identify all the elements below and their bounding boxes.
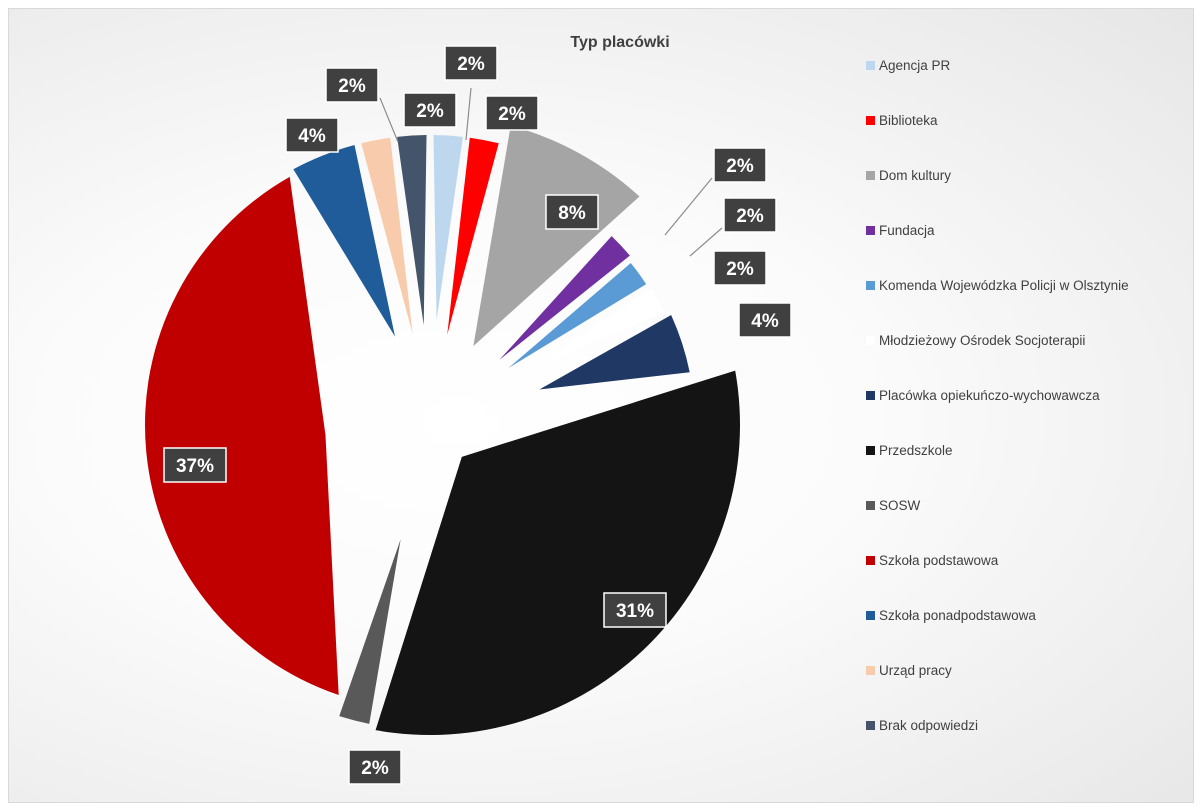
pie-slice-11: [293, 144, 396, 337]
leader-line-4: [664, 177, 713, 236]
data-label-4: 2%: [713, 147, 767, 183]
legend-label: Przedszkole: [879, 443, 953, 458]
data-label-text-9: 2%: [361, 758, 389, 779]
legend-label: Agencja PR: [879, 58, 951, 73]
legend-label: Szkoła podstawowa: [879, 553, 999, 568]
pie-slice-9: [339, 539, 401, 724]
legend-label: Komenda Wojewódzka Policji w Olsztynie: [879, 278, 1129, 293]
legend-swatch: [866, 336, 875, 345]
legend-item-5: Komenda Wojewódzka Policji w Olsztynie: [866, 278, 1129, 293]
legend-item-3: Dom kultury: [866, 168, 951, 183]
legend-label: Brak odpowiedzi: [879, 718, 979, 733]
legend-item-7: Placówka opiekuńczo-wychowawcza: [866, 388, 1100, 403]
legend-item-8: Przedszkole: [866, 443, 953, 458]
legend-swatch: [866, 556, 875, 565]
legend-item-4: Fundacja: [866, 223, 935, 238]
legend-item-1: Agencja PR: [866, 58, 950, 73]
pie-slice-6: [526, 288, 664, 373]
chart-title: Typ placówki: [570, 34, 670, 51]
leader-line-1: [465, 87, 472, 141]
legend-swatch: [866, 501, 875, 510]
pie-slice-2: [447, 137, 499, 335]
pie-slice-4: [499, 236, 630, 360]
legend-swatch: [866, 721, 875, 730]
data-label-13: 2%: [403, 92, 457, 128]
pie-slice-5: [508, 262, 647, 368]
data-label-12: 2%: [325, 67, 379, 103]
data-label-6: 2%: [713, 250, 767, 286]
legend-item-12: Urząd pracy: [866, 663, 952, 678]
pie-slice-10: [145, 176, 339, 695]
legend-item-2: Biblioteka: [866, 113, 938, 128]
data-label-9: 2%: [348, 749, 402, 785]
data-label-text-1: 2%: [457, 54, 485, 75]
pie-slice-8: [375, 370, 740, 735]
legend-item-13: Brak odpowiedzi: [866, 718, 978, 733]
data-label-2: 2%: [485, 95, 539, 131]
data-label-5: 2%: [723, 197, 777, 233]
legend-label: Dom kultury: [879, 168, 952, 183]
legend-swatch: [866, 171, 875, 180]
legend-label: Fundacja: [879, 223, 935, 238]
data-label-7: 4%: [738, 302, 792, 338]
legend-label: Szkoła ponadpodstawowa: [879, 608, 1036, 623]
pie-slice-1: [433, 135, 463, 321]
data-label-text-11: 4%: [298, 126, 326, 147]
legend-item-9: SOSW: [866, 498, 920, 513]
leader-line-5: [689, 227, 723, 257]
pie-slice-12: [361, 137, 413, 334]
legend-label: Młodzieżowy Ośrodek Socjoterapii: [879, 333, 1086, 348]
data-label-3: 8%: [545, 194, 599, 230]
data-label-text-6: 2%: [726, 259, 754, 280]
data-label-text-7: 4%: [751, 311, 779, 332]
data-label-11: 4%: [285, 117, 339, 153]
legend: Agencja PR Biblioteka Dom kultury Fundacja K…: [866, 0, 1196, 810]
legend-swatch: [866, 446, 875, 455]
legend-label: Placówka opiekuńczo-wychowawcza: [879, 388, 1100, 403]
legend-swatch: [866, 61, 875, 70]
data-label-text-3: 8%: [558, 203, 586, 224]
data-label-text-2: 2%: [498, 104, 526, 125]
data-label-10: 37%: [163, 447, 227, 483]
pie-slice-3: [473, 125, 640, 347]
pie-slice-13: [397, 135, 427, 326]
data-label-text-8: 31%: [616, 601, 654, 622]
legend-item-6: Młodzieżowy Ośrodek Socjoterapii: [866, 333, 1085, 348]
legend-swatch: [866, 666, 875, 675]
legend-swatch: [866, 611, 875, 620]
legend-item-10: Szkoła podstawowa: [866, 553, 998, 568]
data-label-text-13: 2%: [416, 101, 444, 122]
data-label-text-5: 2%: [736, 206, 764, 227]
legend-swatch: [866, 391, 875, 400]
legend-swatch: [866, 281, 875, 290]
legend-item-11: Szkoła ponadpodstawowa: [866, 608, 1036, 623]
legend-label: Urząd pracy: [879, 663, 952, 678]
legend-label: SOSW: [879, 498, 921, 513]
pie-slice-7: [539, 315, 690, 390]
data-label-text-10: 37%: [176, 456, 214, 477]
data-label-8: 31%: [603, 592, 667, 628]
legend-label: Biblioteka: [879, 113, 938, 128]
leader-line-12: [379, 97, 399, 143]
legend-swatch: [866, 116, 875, 125]
data-label-1: 2%: [444, 45, 498, 81]
legend-swatch: [866, 226, 875, 235]
data-label-text-4: 2%: [726, 156, 754, 177]
data-label-text-12: 2%: [338, 76, 366, 97]
